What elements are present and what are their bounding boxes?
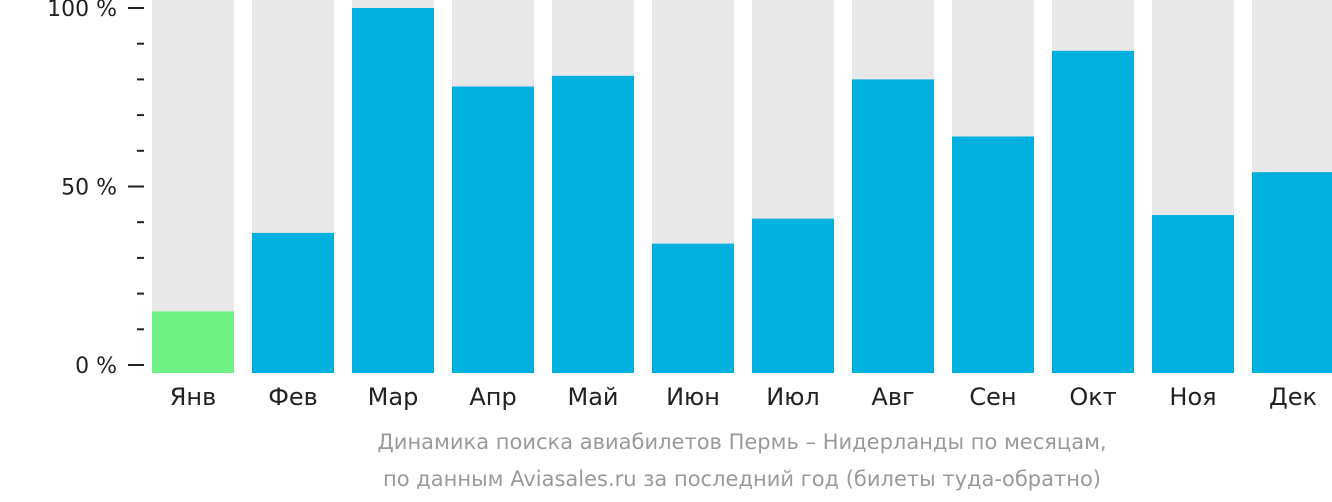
bar-3: [352, 8, 434, 373]
bar-10: [1052, 50, 1134, 374]
x-tick-label: Май: [567, 383, 618, 411]
y-tick-label: 100 %: [47, 0, 117, 22]
bar-8: [852, 79, 934, 374]
bar-12: [1252, 172, 1332, 373]
chart-caption-line-2: по данным Aviasales.ru за последний год …: [383, 467, 1101, 491]
bar-9: [952, 136, 1034, 373]
bar-chart: 0 % 50 % 100 % Янв Фев Мар Апр Май Июн Июл Авг Сен…: [47, 0, 1332, 411]
x-tick-label: Дек: [1269, 383, 1317, 411]
x-tick-label: Июн: [666, 383, 720, 411]
x-axis-labels: Янв Фев Мар Апр Май Июн Июл Авг Сен Окт Ноя Дек: [170, 383, 1317, 411]
data-bars: [152, 8, 1332, 374]
x-tick-label: Ноя: [1169, 383, 1216, 411]
x-tick-label: Июл: [766, 383, 820, 411]
bar-2: [252, 232, 334, 373]
bar-background-1: [152, 0, 234, 373]
x-tick-label: Авг: [871, 383, 914, 411]
bar-7: [752, 218, 834, 373]
y-tick-label: 50 %: [61, 176, 117, 201]
y-tick-label: 0 %: [75, 354, 117, 379]
x-tick-label: Апр: [469, 383, 516, 411]
x-tick-label: Янв: [170, 383, 217, 411]
x-tick-label: Сен: [969, 383, 1016, 411]
x-tick-label: Мар: [368, 383, 419, 411]
chart-caption-line-1: Динамика поиска авиабилетов Пермь – Ниде…: [377, 430, 1107, 454]
bar-1: [152, 311, 234, 373]
bar-6: [652, 243, 734, 373]
y-axis: 0 % 50 % 100 %: [47, 0, 144, 379]
bar-4: [452, 86, 534, 373]
x-tick-label: Окт: [1069, 383, 1116, 411]
bar-5: [552, 75, 634, 373]
x-tick-label: Фев: [268, 383, 318, 411]
bar-11: [1152, 215, 1234, 373]
